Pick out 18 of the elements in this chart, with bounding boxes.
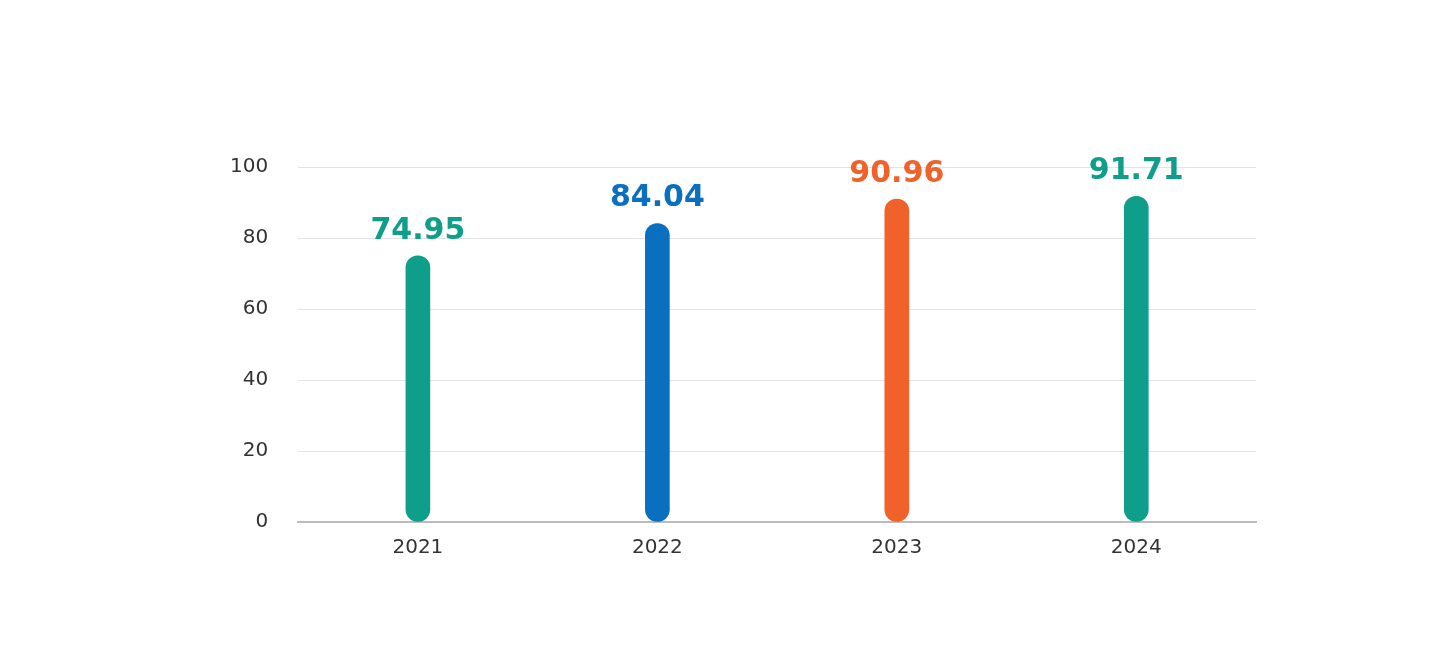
- bar: [1123, 196, 1149, 522]
- y-tick-label: 60: [242, 295, 269, 320]
- x-tick-label: 2023: [871, 534, 923, 559]
- x-tick-label: 2021: [392, 534, 444, 559]
- data-label: 74.95: [370, 210, 466, 246]
- y-tick-label: 40: [242, 366, 269, 391]
- x-tick-label: 2022: [631, 534, 683, 559]
- y-tick-label: 100: [229, 153, 269, 178]
- data-label: 91.71: [1088, 151, 1184, 187]
- bar: [645, 223, 670, 522]
- y-tick-label: 80: [242, 224, 269, 249]
- x-tick-label: 2024: [1110, 534, 1162, 559]
- y-tick-label: 0: [255, 508, 269, 533]
- bar: [884, 198, 910, 522]
- data-label: 84.04: [609, 178, 705, 214]
- data-label: 90.96: [849, 153, 945, 189]
- y-tick-label: 20: [242, 437, 269, 462]
- bar: [405, 255, 431, 522]
